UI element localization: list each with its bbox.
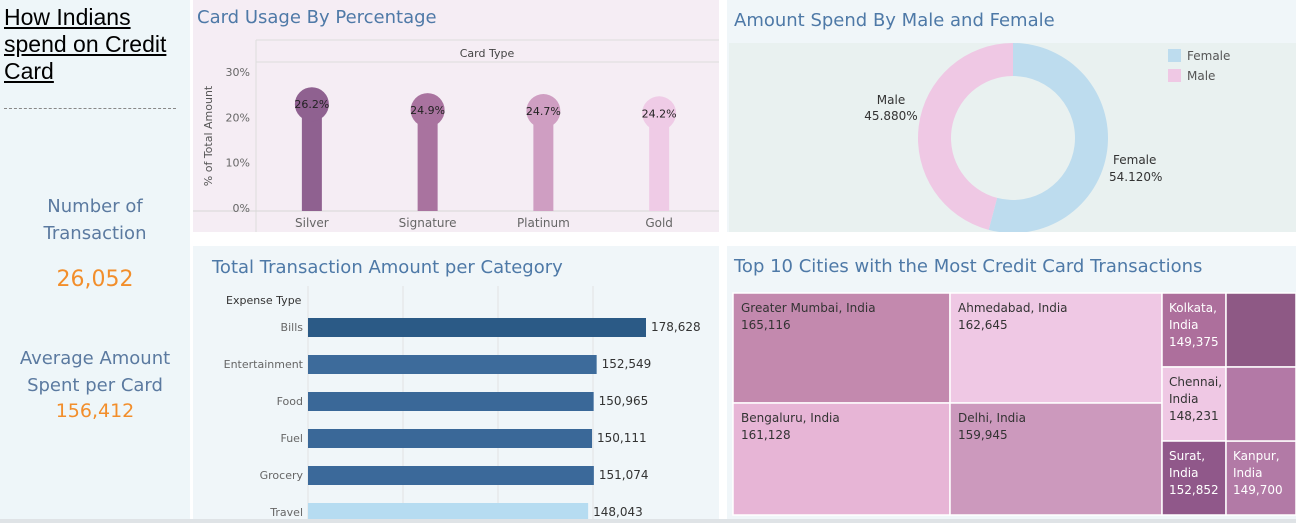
kpi-panel: How Indians spend on Credit Card Number …: [0, 0, 190, 523]
category-label: Bills: [281, 321, 304, 334]
category-label: Fuel: [280, 432, 303, 445]
gender-donut-chart: Male 45.880% Female 54.120% Female Male: [729, 43, 1296, 232]
category-label: Grocery: [260, 469, 304, 482]
treemap-city-label: Surat,: [1169, 449, 1205, 463]
treemap-cell[interactable]: [1225, 366, 1296, 442]
treemap-cell[interactable]: [1161, 292, 1227, 368]
treemap-city-label: Kanpur,: [1233, 449, 1280, 463]
treemap-city-label: Ahmedabad, India: [958, 301, 1068, 315]
treemap-city-value: 148,231: [1169, 409, 1219, 423]
category-bar[interactable]: [308, 392, 594, 411]
female-slice-name: Female: [1113, 153, 1156, 167]
treemap-cell[interactable]: [1225, 292, 1296, 368]
card-bar-label: 24.9%: [410, 104, 445, 117]
treemap-city-value: 152,852: [1169, 483, 1219, 497]
treemap-city-value: 149,700: [1233, 483, 1283, 497]
treemap-city-country: India: [1233, 466, 1262, 480]
transactions-label: Number of Transaction: [43, 196, 147, 244]
bottom-scrollbar: [0, 519, 1296, 523]
treemap-cell[interactable]: [949, 292, 1163, 404]
card-usage-chart: Card Type % of Total Amount 0%10%20%30% …: [193, 39, 719, 232]
card-bar-label: 26.2%: [294, 98, 329, 111]
card-y-tick: 0%: [233, 202, 250, 215]
gender-title: Amount Spend By Male and Female: [734, 10, 1055, 31]
category-value-label: 150,111: [597, 431, 647, 445]
donut-slice-male[interactable]: [918, 43, 1013, 230]
card-category-label: Silver: [295, 216, 329, 230]
card-bar[interactable]: [533, 111, 554, 211]
category-bar[interactable]: [308, 355, 597, 374]
treemap-city-value: 149,375: [1169, 335, 1219, 349]
card-bar[interactable]: [301, 104, 322, 211]
card-usage-panel: Card Usage By Percentage Card Type % of …: [193, 0, 719, 232]
treemap-city-country: India: [1169, 466, 1198, 480]
card-bar-cap[interactable]: [526, 94, 561, 129]
category-label: Entertainment: [224, 358, 304, 371]
card-category-label: Platinum: [517, 216, 570, 230]
card-y-axis-label: % of Total Amount: [202, 85, 215, 186]
treemap-city-value: 165,116: [741, 318, 791, 332]
legend-female-label: Female: [1187, 49, 1230, 63]
treemap-city-value: 161,128: [741, 428, 791, 442]
treemap-city-label: Chennai,: [1169, 375, 1222, 389]
treemap-city-country: India: [1169, 392, 1198, 406]
male-slice-name: Male: [877, 93, 905, 107]
category-bar[interactable]: [308, 318, 646, 337]
gender-panel: Amount Spend By Male and Female Male 45.…: [727, 0, 1296, 232]
category-panel: Total Transaction Amount per Category Ex…: [193, 246, 719, 523]
category-title: Total Transaction Amount per Category: [212, 257, 563, 278]
category-bar[interactable]: [308, 503, 589, 522]
title-divider: [4, 108, 176, 109]
female-slice-value: 54.120%: [1109, 170, 1162, 184]
category-bar[interactable]: [308, 466, 594, 485]
expense-type-header: Expense Type: [226, 294, 302, 307]
dashboard-title: How Indians spend on Credit Card: [4, 4, 167, 84]
legend-male-label: Male: [1187, 69, 1215, 83]
category-value-label: 152,549: [602, 357, 652, 371]
treemap-city-country: India: [1169, 318, 1198, 332]
card-bar-label: 24.2%: [642, 107, 677, 120]
card-usage-title: Card Usage By Percentage: [197, 7, 437, 28]
card-bar-cap[interactable]: [642, 96, 677, 131]
treemap-cell[interactable]: [732, 292, 951, 404]
treemap-city-label: Greater Mumbai, India: [741, 301, 876, 315]
card-category-label: Signature: [399, 216, 457, 230]
category-value-label: 151,074: [599, 468, 649, 482]
legend-female-swatch: [1168, 49, 1181, 62]
city-treemap: Greater Mumbai, India 165,116 Ahmedabad, I…: [732, 292, 1296, 516]
treemap-cell[interactable]: [732, 402, 951, 516]
treemap-city-label: Delhi, India: [958, 411, 1026, 425]
donut-slice-female[interactable]: [988, 43, 1108, 232]
male-slice-value: 45.880%: [864, 109, 917, 123]
card-category-label: Gold: [645, 216, 673, 230]
legend-male-swatch: [1168, 69, 1181, 82]
treemap-city-value: 162,645: [958, 318, 1008, 332]
category-bar-chart: Expense Type Bills 178,628 Entertainment 15…: [224, 286, 701, 523]
card-bar[interactable]: [417, 110, 438, 211]
city-title: Top 10 Cities with the Most Credit Card …: [734, 256, 1203, 277]
card-y-tick: 20%: [226, 111, 250, 124]
city-panel: Top 10 Cities with the Most Credit Card …: [727, 246, 1296, 523]
category-label: Food: [277, 395, 303, 408]
category-value-label: 178,628: [651, 320, 701, 334]
treemap-city-label: Bengaluru, India: [741, 411, 840, 425]
card-bar-label: 24.7%: [526, 105, 561, 118]
card-y-tick: 10%: [226, 157, 250, 170]
card-bar-cap[interactable]: [294, 87, 329, 122]
treemap-city-value: 159,945: [958, 428, 1008, 442]
category-value-label: 150,965: [599, 394, 649, 408]
avg-amount-value: 156,412: [55, 400, 135, 422]
card-type-header: Card Type: [460, 47, 515, 60]
card-bar-cap[interactable]: [410, 93, 445, 128]
avg-amount-label: Average Amount Spent per Card: [19, 348, 171, 396]
treemap-cell[interactable]: [1161, 440, 1227, 516]
category-value-label: 148,043: [593, 505, 643, 519]
category-bar[interactable]: [308, 429, 593, 448]
treemap-cell[interactable]: [1225, 440, 1296, 516]
treemap-city-label: Kolkata,: [1169, 301, 1217, 315]
category-label: Travel: [269, 506, 303, 519]
card-y-tick: 30%: [226, 66, 250, 79]
card-bar[interactable]: [649, 113, 670, 211]
transactions-value: 26,052: [56, 267, 134, 292]
